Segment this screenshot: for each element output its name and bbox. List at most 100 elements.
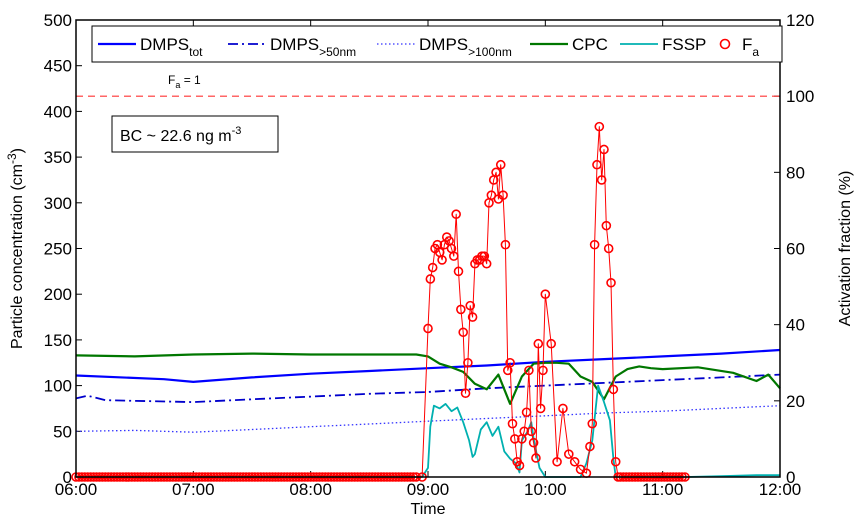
fa-point [585, 441, 595, 452]
fa-point [546, 338, 557, 349]
y-tick-label: 300 [44, 194, 72, 213]
series-line-dmps-100nm [75, 405, 781, 433]
fa-point [437, 255, 447, 265]
fa-point [465, 300, 476, 311]
y2-tick-label: 80 [786, 163, 805, 182]
fa-point [594, 121, 605, 132]
fa-point [460, 388, 471, 399]
fa-point [526, 426, 537, 437]
legend-label-base: CPC [572, 35, 608, 54]
fa-point [467, 312, 478, 322]
y-tick-label: 500 [44, 11, 72, 30]
fa-point [481, 258, 492, 269]
fa-point [507, 418, 518, 429]
reference-line-label: Fa = 1 [168, 73, 201, 90]
fa-point [423, 323, 433, 334]
legend-label-sub: a [752, 45, 759, 59]
fa-point [453, 266, 464, 277]
fa-point [514, 460, 525, 471]
fa-point [589, 239, 600, 250]
y-axis-title: Particle concentration (cm-3) [5, 148, 26, 349]
legend-label-sub: >100nm [468, 45, 512, 59]
fa-point [599, 144, 609, 155]
fa-point [606, 277, 616, 288]
fa-point [456, 304, 466, 315]
legend-label-base: F [742, 35, 752, 54]
legend-label: DMPS>50nm [270, 35, 356, 59]
fa-point [451, 209, 461, 220]
x-tick-label: 09:00 [407, 480, 450, 499]
plot-frame [75, 19, 781, 478]
legend-label-sub: >50nm [319, 45, 356, 59]
y2-tick-label: 20 [786, 392, 805, 411]
tick-labels: 06:00 07:00 08:00 09:00 10:00 11:00 12:0005010… [44, 11, 815, 499]
y2-tick-label: 0 [786, 468, 795, 487]
y2-tick-label: 100 [786, 87, 814, 106]
y-tick-label: 200 [44, 285, 72, 304]
fa-point [533, 338, 544, 349]
fa-point [535, 403, 546, 414]
legend: DMPStot DMPS>50nm DMPS>100nm CPC FSSP Fa [91, 25, 783, 63]
x-tick-label: 08:00 [289, 480, 332, 499]
x-tick-label: 06:00 [55, 480, 98, 499]
series-line-dmps-tot [75, 348, 781, 383]
fa-point [427, 262, 438, 273]
y2-tick-label: 60 [786, 240, 805, 259]
legend-label-base: DMPS [419, 35, 468, 54]
fa-point [603, 243, 614, 254]
legend-label-base: DMPS [140, 35, 189, 54]
series-line-cpc [75, 352, 781, 405]
y-tick-label: 100 [44, 377, 72, 396]
legend-box [91, 25, 783, 63]
bc-annotation: BC ~ 22.6 ng m-3 [111, 115, 279, 153]
y-tick-label: 250 [44, 240, 72, 259]
y-tick-label: 400 [44, 102, 72, 121]
fa-point [563, 449, 574, 459]
x-tick-label: 07:00 [172, 480, 215, 499]
y-tick-label: 150 [44, 331, 72, 350]
fa-point [425, 274, 436, 284]
bc-annotation-box [111, 115, 279, 153]
fa-point [592, 159, 602, 170]
fa-point [498, 190, 508, 200]
fa-point [505, 357, 515, 368]
fa-point [524, 365, 534, 376]
fa-point [608, 384, 619, 395]
legend-label: CPC [572, 35, 608, 54]
x-axis-title: Time [411, 501, 446, 518]
fa-point [491, 167, 501, 178]
y-tick-label: 0 [63, 468, 72, 487]
fa-point [463, 357, 473, 368]
fa-point [596, 175, 607, 185]
fa-point [495, 159, 506, 170]
fa-point [540, 289, 551, 300]
legend-label: Fa [742, 35, 759, 59]
fa-point [521, 407, 532, 418]
fa-point [538, 365, 548, 376]
plot-series [71, 121, 781, 482]
fa-point [552, 456, 562, 467]
y2-axis-title: Activation fraction (%) [837, 171, 854, 327]
legend-label-sub: tot [189, 45, 203, 59]
x-tick-label: 10:00 [524, 480, 567, 499]
y-tick-label: 350 [44, 148, 72, 167]
fa-point [601, 220, 612, 231]
legend-label-base: DMPS [270, 35, 319, 54]
legend-label: DMPS>100nm [419, 35, 512, 59]
fa-point [528, 437, 539, 448]
fa-point [519, 426, 530, 437]
fa-point [610, 456, 621, 467]
fa-point [449, 251, 459, 261]
fa-point [458, 327, 469, 338]
fa-point [500, 239, 511, 250]
x-tick-label: 11:00 [642, 480, 683, 499]
legend-label-base: FSSP [662, 35, 706, 54]
fa-point [531, 453, 541, 463]
x-tick-label: 12:00 [759, 480, 802, 499]
y2-tick-label: 120 [786, 11, 814, 30]
fa-point [510, 434, 520, 444]
fa-point [558, 403, 568, 414]
series-line-dmps-50nm [75, 373, 781, 404]
fa-point [569, 456, 580, 467]
